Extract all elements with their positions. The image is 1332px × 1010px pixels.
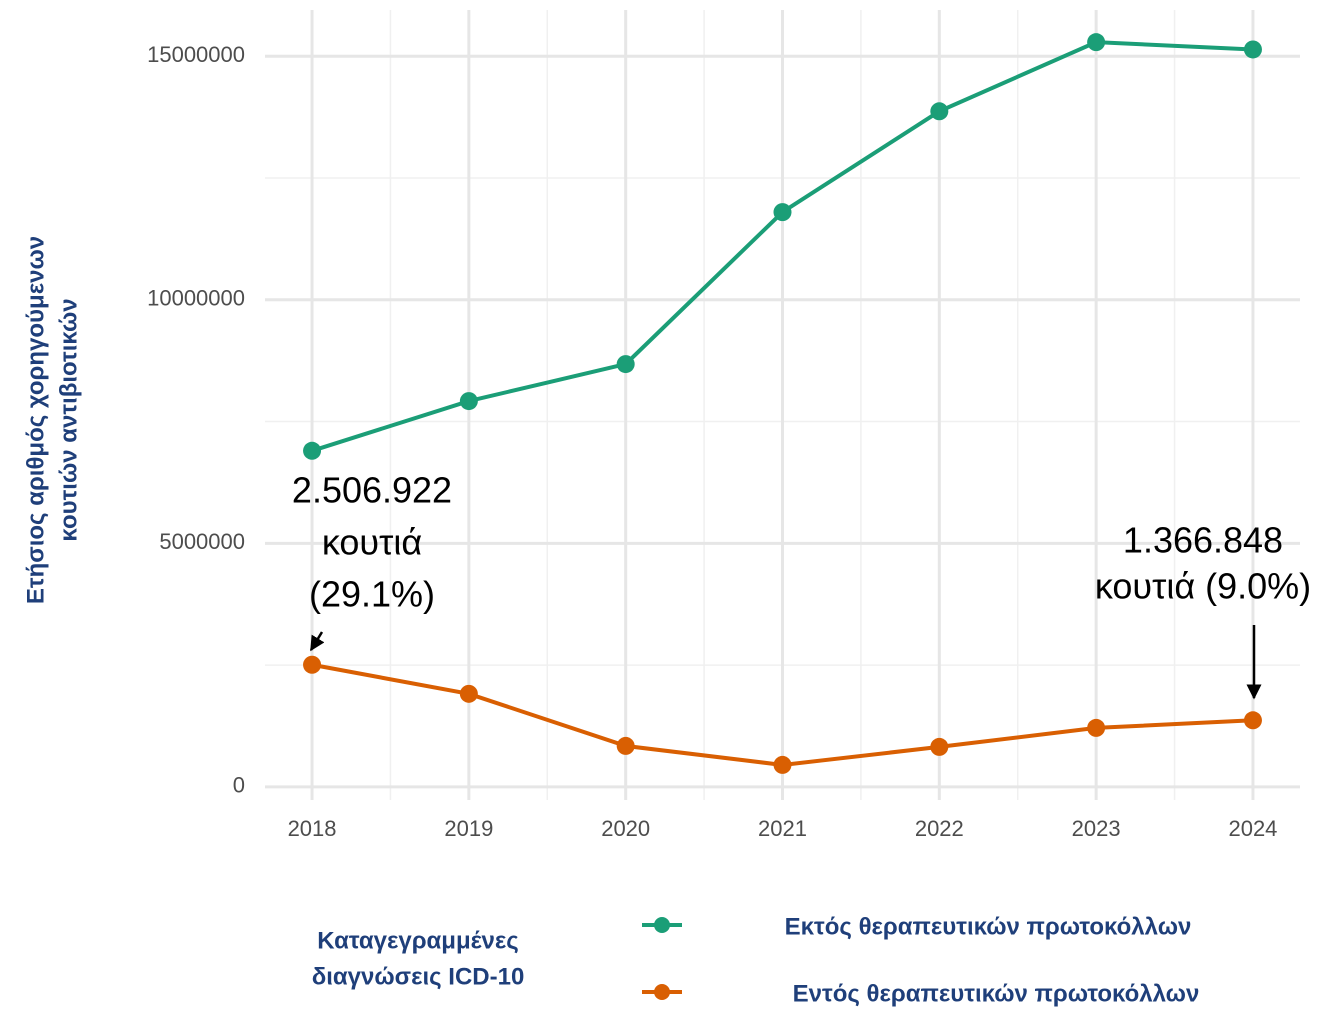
y-tick-label: 5000000: [159, 529, 245, 554]
data-point: [930, 102, 949, 121]
x-tick-label: 2018: [288, 816, 337, 841]
x-tick-label: 2020: [601, 816, 650, 841]
annotation: κουτιά (9.0%): [1095, 566, 1311, 607]
data-point: [303, 655, 322, 674]
data-point: [1243, 711, 1262, 730]
x-tick-label: 2021: [758, 816, 807, 841]
data-point: [773, 755, 792, 774]
grid: [265, 10, 1300, 800]
y-axis-title: Ετήσιος αριθμός χορηγούμενων: [22, 236, 49, 604]
data-point: [459, 684, 478, 703]
y-tick-label: 15000000: [147, 42, 245, 67]
data-point: [303, 441, 322, 460]
data-point: [616, 736, 635, 755]
y-axis-title: κουτιών αντιβιοτικών: [55, 298, 82, 541]
data-point: [459, 392, 478, 411]
data-point: [773, 203, 792, 222]
y-tick-label: 10000000: [147, 286, 245, 311]
legend-title: Καταγεγραμμένες: [317, 927, 518, 954]
x-tick-label: 2023: [1072, 816, 1121, 841]
data-point: [1243, 40, 1262, 59]
data-point: [930, 737, 949, 756]
data-point: [616, 355, 635, 374]
legend-key: [654, 917, 670, 933]
annotation: 2.506.922: [292, 470, 452, 511]
legend-label: Εκτός θεραπευτικών πρωτοκόλλων: [785, 913, 1192, 940]
legend-title: διαγνώσεις ICD-10: [312, 963, 525, 990]
annotation-arrow: [309, 631, 325, 652]
marks: [303, 33, 1262, 774]
annotation: κουτιά: [322, 522, 422, 563]
data-point: [1087, 33, 1106, 52]
data-point: [1087, 718, 1106, 737]
x-tick-label: 2022: [915, 816, 964, 841]
annotation: (29.1%): [309, 574, 435, 615]
y-tick-label: 0: [233, 773, 245, 798]
annotation: 1.366.848: [1123, 520, 1283, 561]
legend-key: [654, 984, 670, 1000]
x-tick-label: 2024: [1228, 816, 1277, 841]
x-tick-label: 2019: [444, 816, 493, 841]
legend-label: Εντός θεραπευτικών πρωτοκόλλων: [793, 980, 1200, 1007]
